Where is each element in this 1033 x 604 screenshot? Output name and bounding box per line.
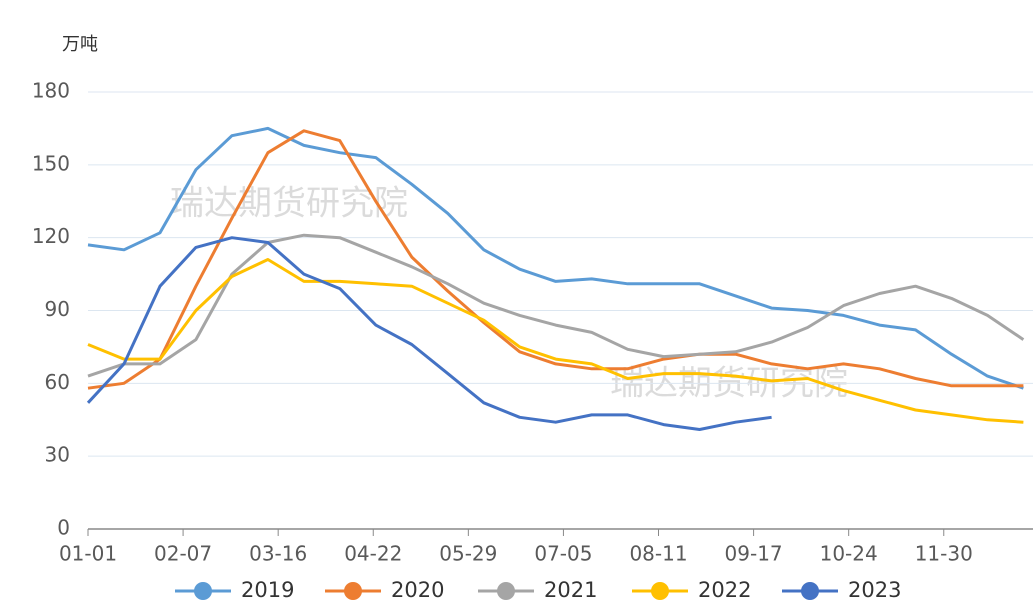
x-tick-label: 02-07 (154, 542, 212, 566)
x-tick-label: 10-24 (820, 542, 878, 566)
legend-marker (344, 582, 362, 600)
legend-marker (801, 582, 819, 600)
legend-label: 2022 (698, 578, 751, 602)
x-tick-label: 03-16 (249, 542, 307, 566)
legend-marker (194, 582, 212, 600)
legend-label: 2021 (544, 578, 597, 602)
series-line (87, 126, 1024, 390)
watermark: 瑞达期货研究院 (170, 184, 408, 224)
series-line (87, 233, 1025, 378)
y-tick-label: 150 (32, 151, 70, 175)
series-line (86, 236, 772, 431)
x-tick-label: 07-05 (534, 542, 592, 566)
y-tick-label: 120 (32, 224, 70, 248)
series-line (87, 129, 1024, 390)
x-tick-label: 01-01 (59, 542, 117, 566)
series-line (87, 258, 1024, 424)
legend-label: 2020 (391, 578, 444, 602)
y-tick-label: 0 (57, 516, 70, 540)
y-tick-label: 90 (45, 297, 70, 321)
legend-label: 2019 (241, 578, 294, 602)
x-tick-label: 11-30 (915, 542, 973, 566)
y-tick-label: 180 (32, 79, 70, 103)
x-tick-label: 08-11 (629, 542, 687, 566)
legend-marker (497, 582, 515, 600)
y-tick-label: 30 (45, 443, 70, 467)
x-tick-label: 05-29 (439, 542, 497, 566)
x-tick-label: 04-22 (344, 542, 402, 566)
legend-marker (651, 582, 669, 600)
y-axis-label: 万吨 (62, 34, 98, 55)
legend-label: 2023 (848, 578, 901, 602)
x-tick-label: 09-17 (725, 542, 783, 566)
y-tick-label: 60 (45, 370, 70, 394)
